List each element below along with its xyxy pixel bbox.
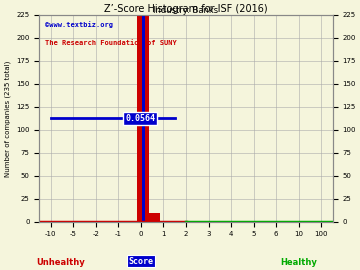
Bar [149,212,159,222]
Bar [137,15,149,222]
Text: Healthy: Healthy [280,258,317,267]
Text: The Research Foundation of SUNY: The Research Foundation of SUNY [45,40,177,46]
Bar [142,15,144,222]
Text: Unhealthy: Unhealthy [36,258,85,267]
Title: Z’-Score Histogram for ISF (2016): Z’-Score Histogram for ISF (2016) [104,4,268,14]
Text: Score: Score [129,257,153,266]
Text: 0.0564: 0.0564 [125,114,155,123]
Text: ©www.textbiz.org: ©www.textbiz.org [45,21,113,28]
Text: Industry: Banks: Industry: Banks [153,6,219,15]
Y-axis label: Number of companies (235 total): Number of companies (235 total) [4,60,11,177]
